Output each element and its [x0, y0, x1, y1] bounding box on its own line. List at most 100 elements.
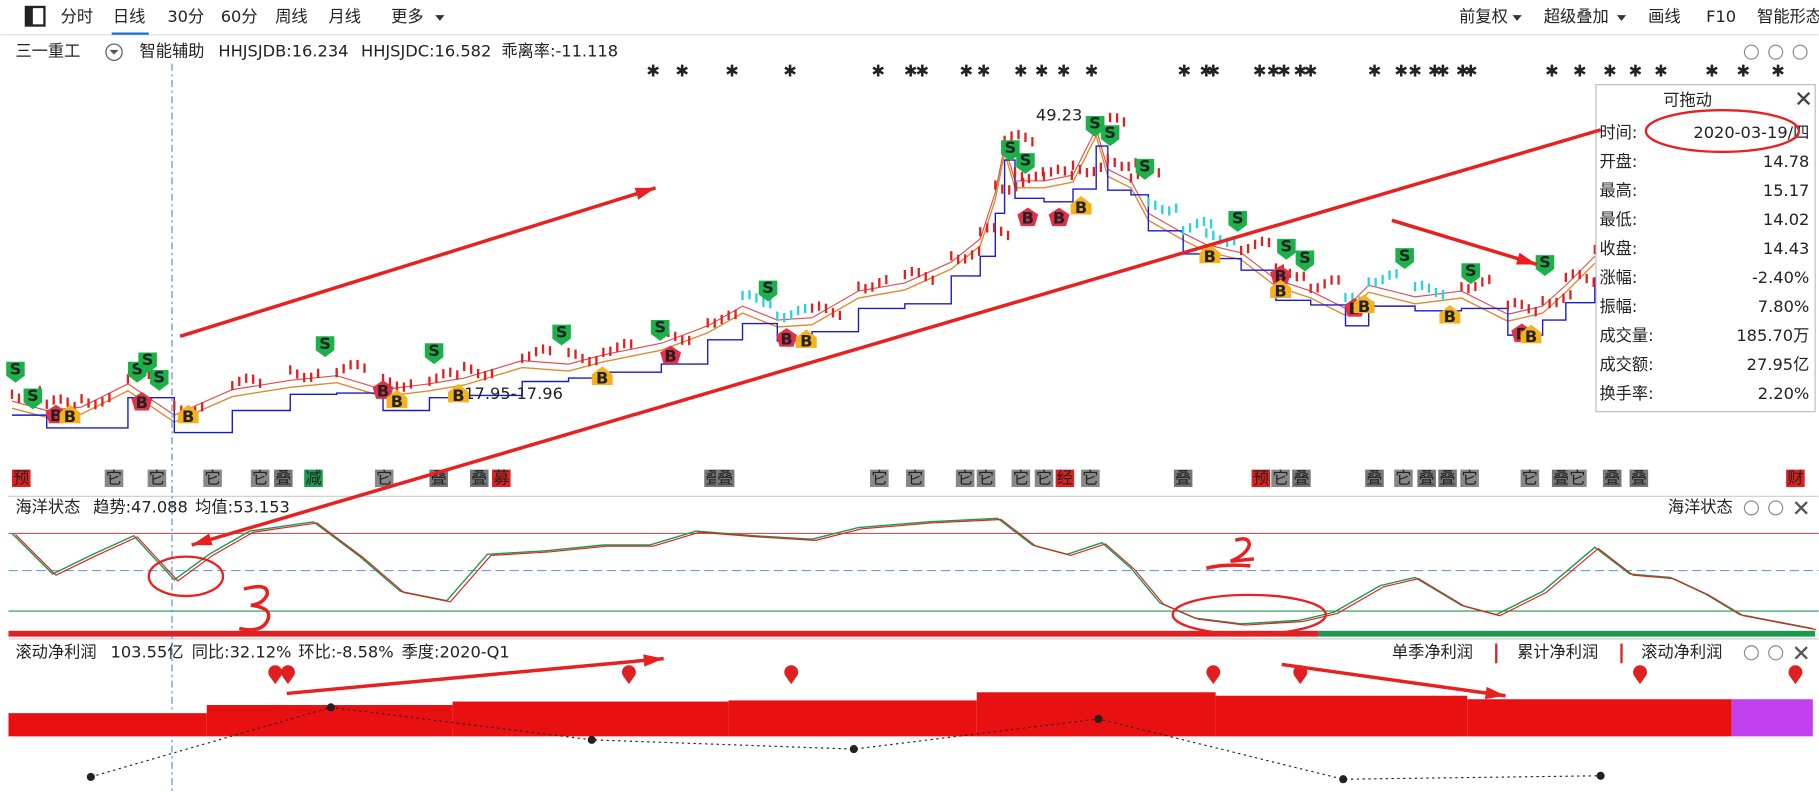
sell-marker-label: S	[319, 334, 331, 353]
sell-marker	[138, 352, 157, 374]
buy-marker-alt	[1070, 195, 1092, 215]
event-tag-box	[1173, 469, 1193, 488]
buy-marker-label: B	[1525, 327, 1537, 346]
event-tag[interactable]: 它	[1013, 468, 1029, 487]
event-tag[interactable]: 它	[252, 468, 268, 487]
event-tag[interactable]: 它	[376, 468, 392, 487]
panel-icon[interactable]	[1743, 44, 1759, 60]
signal-star: ✱	[783, 61, 797, 80]
info-panel	[1595, 84, 1816, 413]
event-tag[interactable]: 减	[305, 468, 321, 487]
signal-star: ✱	[1545, 61, 1559, 80]
indicator-value: HHJSJDC:16.582	[361, 42, 491, 61]
sell-marker	[758, 280, 778, 302]
sell-marker-label: S	[762, 278, 774, 297]
period-tab[interactable]: 月线	[329, 7, 361, 26]
event-tag[interactable]: 募	[493, 468, 509, 487]
event-tag-box	[906, 469, 925, 488]
event-tag[interactable]: 它	[1272, 468, 1288, 487]
event-tag[interactable]: 它	[204, 468, 220, 487]
event-tag[interactable]: 它	[907, 468, 923, 487]
period-tab[interactable]: 分时	[61, 7, 93, 26]
signal-star: ✱	[1629, 61, 1643, 80]
sell-marker	[552, 324, 571, 346]
event-tag-box	[1034, 469, 1054, 488]
signal-star: ✱	[1736, 61, 1750, 80]
info-value: 14.02	[1763, 210, 1809, 229]
event-tag[interactable]: 它	[1395, 468, 1411, 487]
event-tag[interactable]: 经	[1057, 468, 1073, 487]
event-tag-box	[955, 469, 975, 488]
event-tag[interactable]: 叠	[1175, 468, 1191, 487]
profit-point	[1596, 771, 1605, 780]
sell-marker-label: S	[1232, 209, 1244, 228]
toolbar-tool[interactable]: F10	[1706, 7, 1736, 26]
event-tag[interactable]: 预	[1253, 468, 1269, 487]
report-pin	[268, 665, 283, 685]
sell-marker-label: S	[131, 359, 143, 378]
event-tag[interactable]: 叠	[1293, 468, 1309, 487]
close-icon[interactable]	[1796, 91, 1811, 106]
panel-icon[interactable]	[1768, 44, 1784, 60]
event-tag[interactable]: 预	[13, 468, 29, 487]
event-tag[interactable]: 它	[1522, 468, 1538, 487]
event-tag[interactable]: 叠	[275, 468, 291, 487]
event-tag[interactable]: 它	[1461, 468, 1477, 487]
event-tag-box	[1251, 469, 1271, 488]
annotation-arrow	[191, 128, 1602, 547]
info-label: 成交量:	[1599, 326, 1653, 345]
event-tag[interactable]: 它	[1569, 468, 1585, 487]
signal-star: ✱	[1705, 61, 1719, 80]
event-tag[interactable]: 叠	[1419, 468, 1435, 487]
event-tag[interactable]: 叠	[1439, 468, 1455, 487]
profit-quarter: 季度:2020-Q1	[402, 642, 510, 661]
event-tag[interactable]: 它	[1082, 468, 1098, 487]
event-tag[interactable]: 它	[957, 468, 973, 487]
toolbar-tool[interactable]: 画线	[1648, 7, 1680, 26]
toolbar-tool[interactable]: 智能形态	[1757, 7, 1819, 26]
period-tab[interactable]: 周线	[275, 7, 307, 26]
state-bar	[8, 630, 1319, 637]
event-tag[interactable]: 叠	[1553, 468, 1569, 487]
buy-marker-alt	[447, 383, 469, 403]
sell-marker	[1535, 255, 1555, 276]
period-tab[interactable]: 30分	[167, 7, 204, 26]
profit-mode[interactable]: 累计净利润	[1517, 642, 1598, 661]
signal-star: ✱	[1304, 61, 1318, 80]
event-tag[interactable]: 它	[871, 468, 887, 487]
event-tag[interactable]: 叠	[717, 468, 733, 487]
event-tag[interactable]: 它	[978, 468, 994, 487]
sell-marker	[1277, 238, 1296, 260]
profit-mode[interactable]: 单季净利润	[1392, 642, 1473, 661]
signal-star: ✱	[1267, 61, 1281, 80]
period-tab[interactable]: 60分	[221, 7, 258, 26]
panel-icon[interactable]	[1743, 500, 1759, 516]
price-label: 17.95-17.96	[464, 384, 563, 403]
panel-icon[interactable]	[1768, 645, 1784, 661]
event-tag[interactable]: 叠	[471, 468, 487, 487]
toolbar-tool[interactable]: 前复权	[1459, 7, 1508, 26]
event-tag[interactable]: 叠	[1366, 468, 1382, 487]
profit-mode[interactable]: 滚动净利润	[1641, 642, 1722, 661]
period-tab[interactable]: 更多	[391, 7, 423, 26]
profit-bar	[728, 700, 977, 737]
panel-icon[interactable]	[1768, 500, 1784, 516]
sell-marker	[1295, 250, 1315, 272]
event-tag[interactable]: 叠	[1631, 468, 1647, 487]
event-tag[interactable]: 叠	[1604, 468, 1620, 487]
panel-icon[interactable]	[1792, 44, 1808, 60]
buy-marker-label: B	[780, 329, 792, 348]
event-tag[interactable]: 它	[106, 468, 122, 487]
buy-marker-label: B	[1204, 247, 1216, 266]
close-icon[interactable]	[1794, 501, 1808, 515]
event-tag-box	[11, 469, 31, 488]
dropdown-button[interactable]	[105, 43, 123, 61]
event-tag[interactable]: 它	[149, 468, 165, 487]
profit-bar	[1215, 695, 1468, 737]
event-tag[interactable]: 它	[1036, 468, 1052, 487]
period-tab[interactable]: 日线	[113, 7, 145, 26]
event-tag[interactable]: 财	[1787, 468, 1803, 487]
toolbar-tool[interactable]: 超级叠加	[1544, 7, 1609, 26]
close-icon[interactable]	[1794, 646, 1808, 660]
panel-icon[interactable]	[1743, 645, 1759, 661]
